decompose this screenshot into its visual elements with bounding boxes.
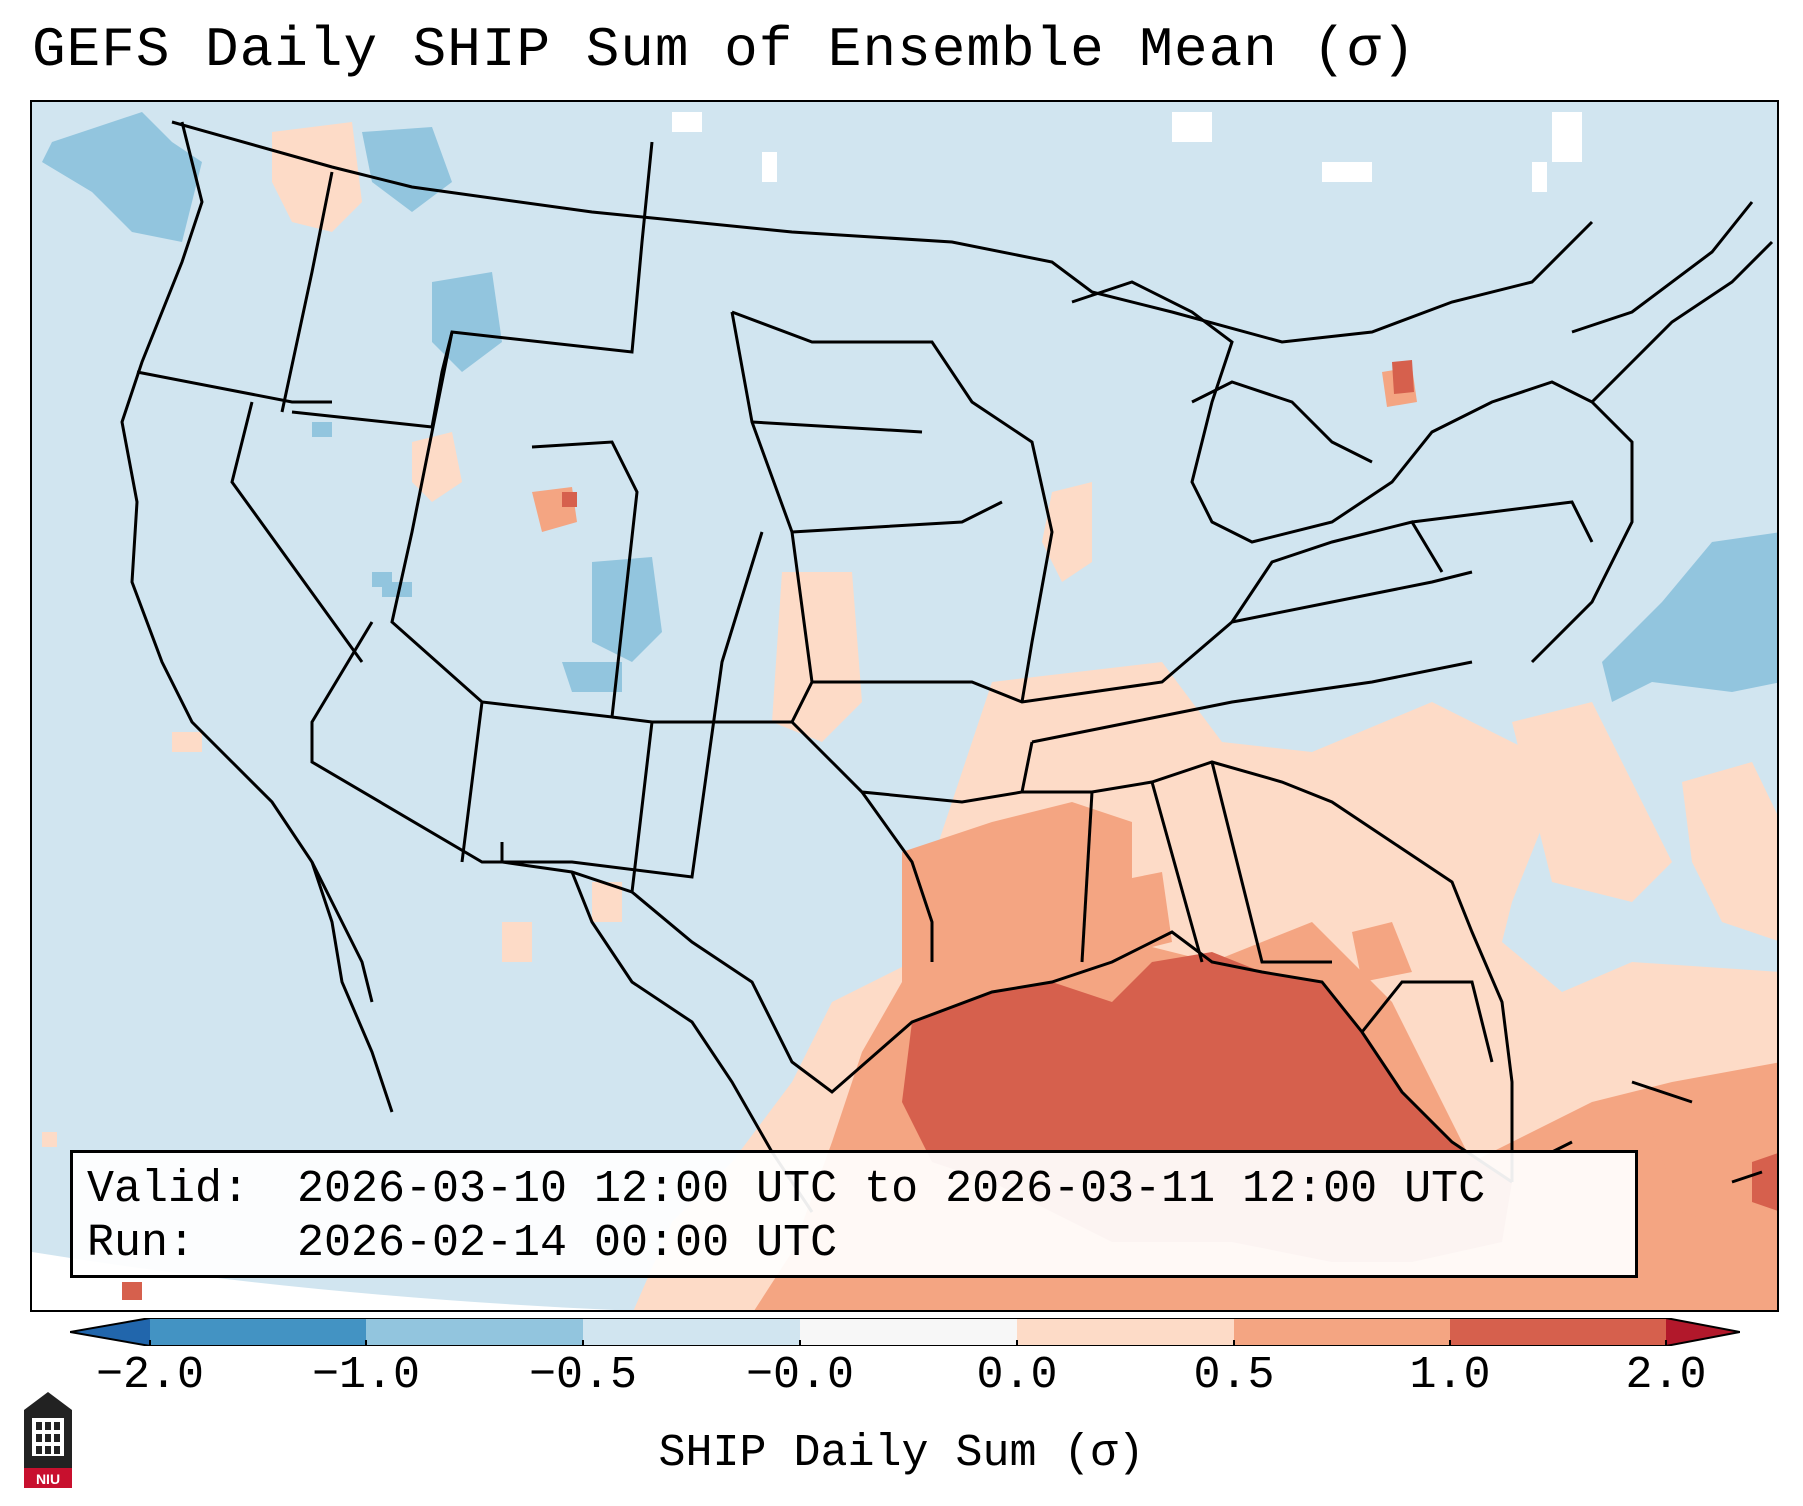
boundary-lines <box>120 120 1774 1213</box>
colorbar-bin-neg1-neg05 <box>366 1318 583 1346</box>
valid-run-info-box: Valid: 2026-03-10 12:00 UTC to 2026-03-11… <box>70 1150 1638 1278</box>
tick-label: −0.0 <box>745 1350 855 1401</box>
colorbar-bin-1-2 <box>1450 1318 1666 1346</box>
map-svg <box>32 102 1777 1310</box>
colorbar-tick-labels: −2.0 −1.0 −0.5 −0.0 0.0 0.5 1.0 2.0 <box>0 1350 1803 1410</box>
logo-banner <box>24 1468 72 1488</box>
colorbar-bin-0-05 <box>1017 1318 1234 1346</box>
map-panel[interactable]: Valid: 2026-03-10 12:00 UTC to 2026-03-11… <box>30 100 1779 1312</box>
tick-label: 0.5 <box>1193 1350 1275 1401</box>
tick-label: 1.0 <box>1409 1350 1491 1401</box>
logo-text: NIU <box>36 1471 60 1487</box>
colorbar <box>70 1318 1740 1346</box>
run-value: 2026-02-14 00:00 UTC <box>297 1218 838 1269</box>
tick-label: 2.0 <box>1625 1350 1707 1401</box>
colorbar-bin-0 <box>800 1318 1017 1346</box>
negative-anomaly-areas <box>42 112 1777 702</box>
tick-label: −2.0 <box>95 1350 205 1401</box>
tick-label: −0.5 <box>528 1350 638 1401</box>
valid-value: 2026-03-10 12:00 UTC to 2026-03-11 12:00… <box>297 1164 1486 1215</box>
colorbar-bin-neg05-0 <box>583 1318 800 1346</box>
colorbar-bin-neg2-neg1 <box>150 1318 366 1346</box>
colorbar-extend-low <box>70 1318 150 1346</box>
niu-logo: NIU <box>24 1392 72 1488</box>
chart-title: GEFS Daily SHIP Sum of Ensemble Mean (σ) <box>32 18 1417 82</box>
colorbar-label: SHIP Daily Sum (σ) <box>658 1428 1145 1479</box>
valid-line: Valid: 2026-03-10 12:00 UTC to 2026-03-11… <box>87 1163 1621 1217</box>
near-zero-areas <box>672 112 1582 192</box>
projection-edge-left <box>32 1252 615 1310</box>
run-line: Run: 2026-02-14 00:00 UTC <box>87 1217 1621 1271</box>
tick-label: 0.0 <box>976 1350 1058 1401</box>
colorbar-tick-marks <box>149 1340 1667 1346</box>
colorbar-extend-high <box>1666 1318 1740 1346</box>
run-label: Run: <box>87 1218 196 1269</box>
tick-label: −1.0 <box>311 1350 421 1401</box>
valid-label: Valid: <box>87 1164 250 1215</box>
colorbar-bin-05-1 <box>1234 1318 1450 1346</box>
